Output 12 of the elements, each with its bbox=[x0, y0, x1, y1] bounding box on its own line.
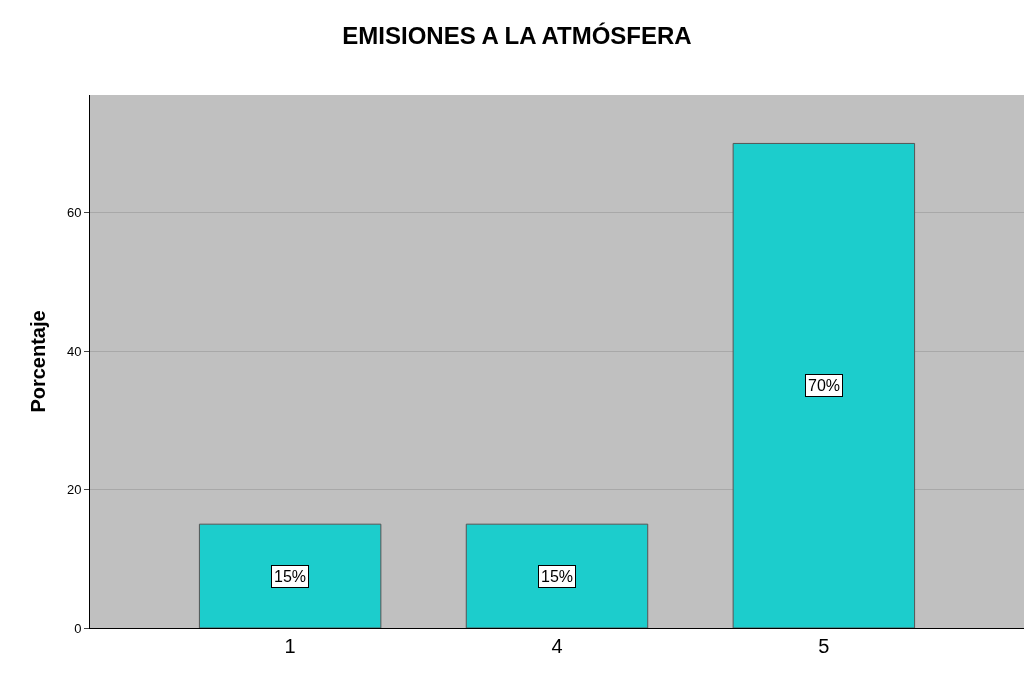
chart-title: EMISIONES A LA ATMÓSFERA bbox=[342, 21, 692, 49]
x-tick-label: 1 bbox=[284, 635, 296, 657]
y-tick-label: 20 bbox=[66, 482, 82, 498]
y-tick-label: 60 bbox=[66, 205, 82, 221]
y-tick-label: 0 bbox=[74, 620, 82, 636]
data-label: 15% bbox=[541, 568, 574, 585]
y-tick-label: 40 bbox=[66, 343, 82, 359]
data-label: 70% bbox=[808, 377, 841, 394]
x-tick-label: 5 bbox=[818, 635, 830, 657]
data-label: 15% bbox=[274, 568, 307, 585]
x-tick-label: 4 bbox=[551, 635, 563, 657]
y-axis-title: Porcentaje bbox=[27, 310, 50, 413]
